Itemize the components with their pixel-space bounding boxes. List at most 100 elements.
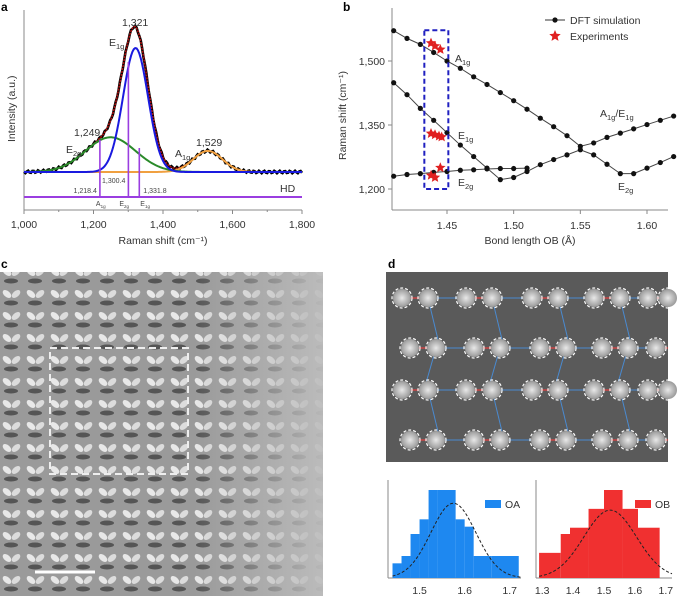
- peak-label-a1g-value: 1,529: [196, 137, 222, 149]
- oxygen-atom: [465, 339, 483, 357]
- dft-data-point: [417, 105, 423, 111]
- hd-mode-value: 1,331.8: [143, 188, 166, 195]
- dft-data-point: [511, 165, 517, 172]
- hd-mode-name: E1g: [140, 201, 150, 209]
- peak-label-a1g: A1g: [175, 148, 190, 162]
- histogram-bar: [437, 490, 456, 578]
- dft-data-point: [524, 106, 530, 112]
- oxygen-atom: [659, 289, 677, 307]
- oxygen-atom: [401, 431, 419, 449]
- oxygen-atom: [457, 289, 475, 307]
- zoom-region-box: [49, 347, 189, 475]
- histogram-bar: [464, 526, 474, 578]
- dft-series-line: [393, 82, 674, 181]
- x-tick-label: 1.5: [412, 585, 427, 597]
- dft-data-point: [471, 153, 477, 160]
- x-tick-label: 1.60: [637, 220, 658, 232]
- oxygen-atom: [647, 431, 665, 449]
- oxygen-atom: [483, 381, 501, 399]
- x-tick-label: 1,000: [11, 219, 37, 231]
- oxygen-atom: [531, 339, 549, 357]
- oxygen-atom: [619, 431, 637, 449]
- oxygen-atom: [531, 431, 549, 449]
- dft-data-point: [671, 113, 677, 119]
- dft-data-point: [564, 133, 570, 139]
- x-tick-label: 1,400: [150, 219, 176, 231]
- dft-data-point: [497, 177, 503, 183]
- histogram-oa: 1.5 1.6 1.7 OA: [387, 480, 522, 597]
- experiment-star-marker: [435, 44, 446, 54]
- histogram-bar: [455, 519, 465, 578]
- dft-data-point: [391, 173, 397, 179]
- x-tick-label: 1.55: [570, 220, 591, 232]
- oxygen-atom: [457, 381, 475, 399]
- x-tick-label: 1.3: [535, 585, 550, 597]
- oxygen-atom: [393, 381, 411, 399]
- oxygen-atom: [549, 381, 567, 399]
- dft-data-point: [657, 159, 663, 166]
- atom-outline: [521, 379, 543, 401]
- atom-outline: [547, 379, 569, 401]
- dft-data-point: [444, 130, 450, 136]
- oxygen-atom: [659, 381, 677, 399]
- panel-label-d: d: [388, 257, 395, 271]
- dft-data-point: [604, 134, 610, 140]
- oxygen-atom: [593, 431, 611, 449]
- y-axis-title: Raman shift (cm⁻¹): [337, 71, 349, 160]
- y-tick-label: 1,350: [359, 120, 385, 132]
- peak-label-e1g: E1g: [109, 37, 124, 51]
- raman-vs-bond-length-chart: 1.45 1.50 1.55 1.60 1,200 1,350 1,500 Raman sh…: [337, 8, 677, 247]
- x-tick-label: 1.7: [502, 585, 517, 597]
- oxygen-atom: [619, 339, 637, 357]
- legend-label: OB: [655, 499, 670, 511]
- legend-star-icon: [549, 30, 561, 41]
- dft-data-point: [564, 152, 570, 158]
- dft-data-point: [404, 171, 410, 178]
- x-tick-label: 1.6: [457, 585, 472, 597]
- legend-swatch: [485, 500, 501, 508]
- x-tick-label: 1.45: [437, 220, 458, 232]
- histogram-bar: [392, 563, 402, 578]
- atom-outline: [417, 287, 439, 309]
- atom-outline: [425, 429, 447, 451]
- histogram-bar: [491, 556, 519, 578]
- dft-data-point: [431, 49, 437, 56]
- hd-label: HD: [280, 183, 296, 195]
- oxygen-atom: [491, 431, 509, 449]
- oxygen-atom: [593, 339, 611, 357]
- branch-label-e2g-left: E2g: [458, 177, 473, 191]
- oxygen-atom: [523, 289, 541, 307]
- atom-outline: [529, 337, 551, 359]
- dft-data-point: [417, 171, 423, 177]
- panel-label-c: c: [1, 257, 8, 271]
- dft-data-point: [577, 147, 583, 153]
- hd-mode-name: A1g: [96, 201, 106, 209]
- oxygen-atom: [549, 289, 567, 307]
- x-tick-label: 1.4: [566, 585, 581, 597]
- atom-outline: [555, 429, 577, 451]
- atom-outline: [583, 379, 605, 401]
- dft-data-point: [484, 166, 490, 172]
- oxygen-atom: [393, 289, 411, 307]
- oxygen-atom: [427, 431, 445, 449]
- mode-base: E: [140, 201, 145, 208]
- dft-data-point: [631, 126, 637, 132]
- atom-outline: [399, 337, 421, 359]
- peak-fit-e1g: [24, 46, 302, 173]
- dft-data-point: [417, 41, 423, 47]
- y-tick-label: 1,500: [359, 56, 385, 68]
- atom-outline: [521, 287, 543, 309]
- hd-mode-value: 1,218.4: [74, 188, 97, 195]
- oxygen-atom: [585, 289, 603, 307]
- branch-label-e2g-right: E2g: [618, 181, 633, 195]
- dft-data-point: [604, 161, 610, 167]
- oxygen-atom: [491, 339, 509, 357]
- branch-label-a1g: A1g: [455, 53, 470, 67]
- dft-data-point: [457, 167, 463, 173]
- y-axis-title: Intensity (a.u.): [6, 75, 18, 142]
- raman-spectrum-chart: 1,000 1,200 1,400 1,600 1,800 1,218.4A1g1,30…: [6, 10, 315, 247]
- oxygen-atom: [523, 381, 541, 399]
- atom-outline: [455, 379, 477, 401]
- atom-outline: [555, 337, 577, 359]
- dft-data-point: [484, 81, 490, 88]
